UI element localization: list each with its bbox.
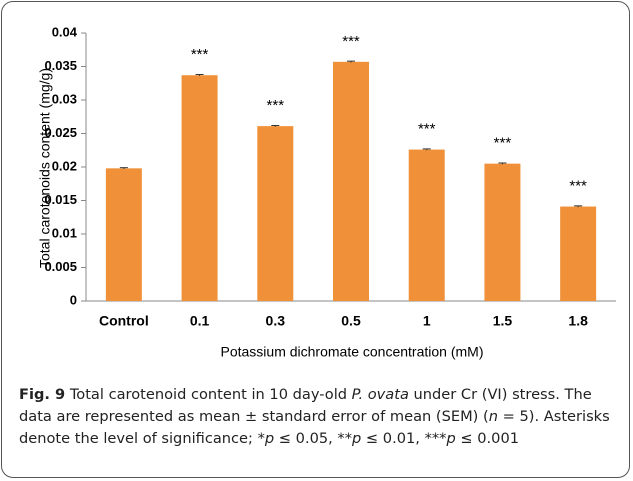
- caption-label: Fig. 9: [19, 386, 66, 403]
- bar: [560, 206, 597, 301]
- significance-label: ***: [342, 33, 360, 50]
- significance-label: ***: [569, 177, 587, 194]
- significance-label: ***: [494, 135, 512, 152]
- x-axis-label: Potassium dichromate concentration (mM): [221, 344, 484, 360]
- bar: [484, 163, 521, 301]
- chart: Total carotenoids content (mg/g) Potassi…: [37, 24, 616, 360]
- significance-label: ***: [418, 121, 436, 138]
- caption-text: n: [488, 408, 498, 425]
- caption-text: Total carotenoid content in 10 day-old: [65, 386, 352, 403]
- x-tick-label: 1: [423, 313, 431, 329]
- y-tick-label: 0.005: [44, 259, 77, 274]
- x-tick-label: 0.5: [341, 313, 361, 329]
- x-tick-label: Control: [99, 313, 149, 329]
- bar: [105, 168, 142, 301]
- caption-text: = 5). Asterisks denote the level of sign…: [19, 408, 610, 447]
- caption-text: P. ovata: [351, 386, 409, 403]
- y-tick-label: 0.025: [44, 125, 77, 140]
- significance-label: ***: [267, 97, 285, 114]
- y-tick-label: 0.015: [44, 192, 77, 207]
- y-axis-label: Total carotenoids content (mg/g): [37, 68, 53, 268]
- caption-text: ≤ 0.01, ***: [361, 430, 447, 447]
- caption-text: ≤ 0.001: [455, 430, 520, 447]
- x-tick-label: 1.5: [493, 313, 513, 329]
- y-tick-label: 0.035: [44, 58, 77, 73]
- x-tick-label: 0.3: [266, 313, 286, 329]
- y-tick-label: 0.03: [52, 91, 77, 106]
- bar: [408, 149, 445, 301]
- caption-text: ≤ 0.05, **: [274, 430, 353, 447]
- x-tick-label: 1.8: [568, 313, 588, 329]
- caption: Fig. 9 Total carotenoid content in 10 da…: [19, 384, 619, 450]
- caption-text: under Cr (VI) stress. The data are repre…: [19, 386, 592, 425]
- caption-text: p: [446, 430, 456, 447]
- bar: [181, 75, 218, 302]
- y-tick-label: 0.04: [52, 24, 78, 39]
- bar: [257, 126, 294, 301]
- significance-label: ***: [191, 46, 209, 63]
- y-tick-label: 0.02: [52, 158, 77, 173]
- caption-text: p: [352, 430, 362, 447]
- caption-text: p: [264, 430, 275, 447]
- y-tick-label: 0: [70, 292, 77, 307]
- bar: [333, 61, 369, 302]
- y-tick-label: 0.01: [52, 225, 77, 240]
- x-tick-label: 0.1: [190, 313, 210, 329]
